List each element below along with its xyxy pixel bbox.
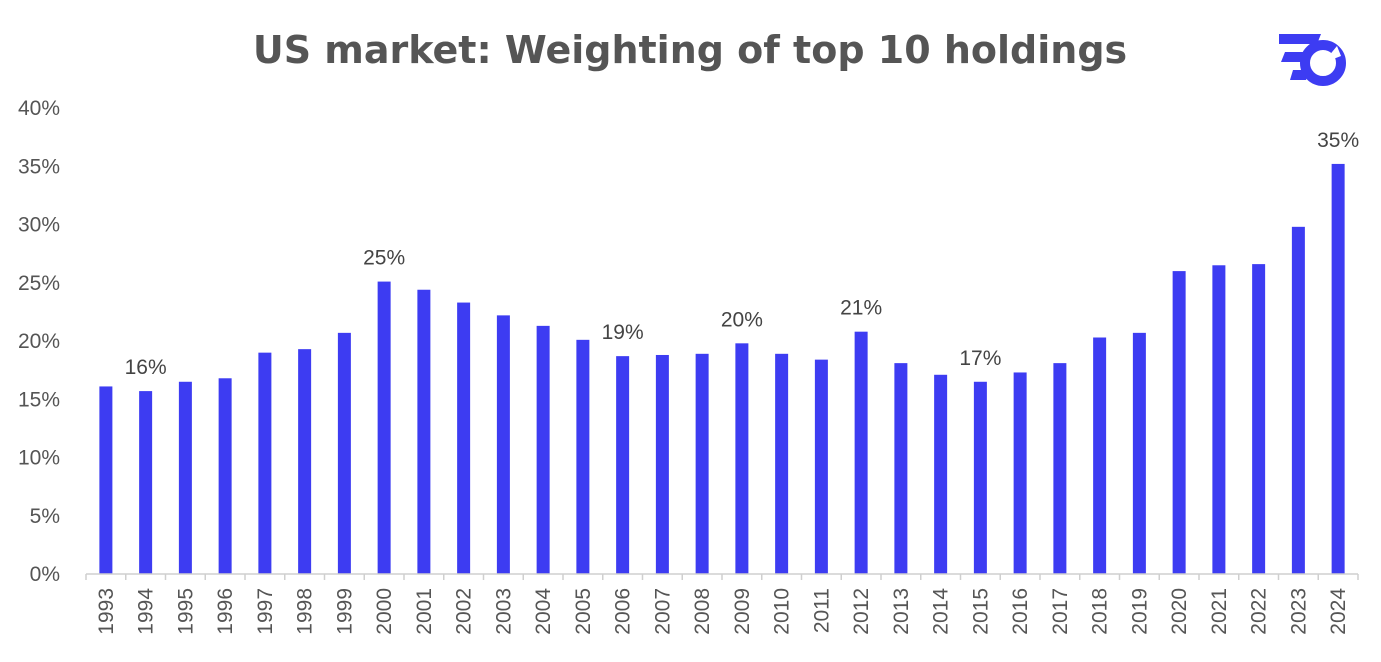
x-tick-label: 2021	[1208, 588, 1231, 635]
bar-2017	[1053, 363, 1067, 574]
y-tick-label: 0%	[30, 563, 60, 586]
data-label-1994: 16%	[125, 356, 167, 379]
x-tick-label: 1996	[214, 588, 237, 635]
bar-2020	[1172, 271, 1186, 574]
data-label-2012: 21%	[840, 297, 882, 320]
bar-2010	[775, 353, 789, 574]
x-tick-label: 1999	[333, 588, 356, 635]
y-tick-label: 30%	[18, 214, 60, 237]
chart-title: US market: Weighting of top 10 holdings	[253, 28, 1127, 72]
y-tick-label: 15%	[18, 388, 60, 411]
bar-1994	[139, 391, 153, 574]
bar-2011	[814, 359, 828, 574]
x-tick-label: 2020	[1168, 588, 1191, 635]
x-tick-label: 2011	[810, 588, 833, 633]
bar-2022	[1252, 264, 1266, 574]
x-tick-label: 2005	[572, 588, 595, 635]
bar-2016	[1013, 372, 1027, 574]
x-tick-label: 2019	[1128, 588, 1151, 635]
data-label-2000: 25%	[363, 247, 405, 270]
bar-2000	[377, 281, 391, 574]
x-tick-label: 2013	[890, 588, 913, 635]
x-tick-label: 2015	[969, 588, 992, 635]
y-tick-label: 5%	[30, 505, 60, 528]
bar-2003	[496, 315, 510, 574]
x-tick-label: 2012	[850, 588, 873, 635]
y-tick-label: 10%	[18, 447, 60, 470]
y-tick-label: 20%	[18, 330, 60, 353]
x-tick-label: 2016	[1009, 588, 1032, 635]
bar-1998	[298, 349, 312, 574]
x-tick-label: 1995	[174, 588, 197, 635]
x-tick-label: 1998	[294, 588, 317, 635]
x-tick-label: 2017	[1049, 588, 1072, 635]
x-tick-label: 2007	[651, 588, 674, 635]
x-tick-label: 2000	[373, 588, 396, 635]
x-tick-label: 2006	[612, 588, 635, 635]
bar-2008	[695, 353, 709, 574]
bar-2018	[1093, 337, 1107, 574]
data-labels: 16% 25% 19% 20% 21% 17% 35%	[125, 129, 1360, 379]
data-label-2024: 35%	[1317, 129, 1359, 152]
y-tick-label: 25%	[18, 272, 60, 295]
x-tick-label: 2022	[1248, 588, 1271, 635]
x-tick-label: 2001	[413, 588, 436, 635]
bar-2019	[1132, 332, 1146, 574]
x-tick-label: 2002	[453, 588, 476, 635]
bar-2013	[894, 363, 908, 574]
bar-2021	[1212, 265, 1226, 574]
x-tick-label: 1993	[95, 588, 118, 635]
bar-1997	[258, 352, 272, 574]
x-axis: 1993 1994 1995 1996 1997 1998 1999 2000 2001 2002…	[85, 573, 1359, 635]
bar-2007	[655, 354, 669, 574]
bar-2002	[457, 302, 471, 574]
data-label-2009: 20%	[721, 308, 763, 331]
bars	[99, 163, 1345, 575]
bar-2015	[973, 381, 987, 574]
bar-1999	[337, 332, 351, 574]
bar-2005	[576, 339, 590, 574]
bar-2006	[616, 356, 630, 574]
x-tick-label: 2024	[1327, 588, 1350, 635]
data-label-2006: 19%	[602, 321, 644, 344]
bar-2012	[854, 331, 868, 574]
bar-2024	[1331, 163, 1345, 575]
bar-1993	[99, 386, 113, 574]
x-tick-label: 1994	[135, 588, 158, 635]
x-tick-label: 2010	[771, 588, 794, 635]
x-tick-label: 1997	[254, 588, 277, 635]
bar-2009	[735, 343, 749, 574]
bar-2004	[536, 325, 550, 574]
x-tick-label: 2008	[691, 588, 714, 635]
y-tick-label: 35%	[18, 155, 60, 178]
x-tick-label: 2023	[1287, 588, 1310, 635]
bar-1996	[218, 378, 232, 574]
bar-2023	[1291, 226, 1305, 574]
bar-2014	[934, 374, 948, 574]
x-tick-label: 2004	[532, 588, 555, 635]
data-label-2015: 17%	[959, 347, 1001, 370]
x-tick-label: 2014	[930, 588, 953, 635]
y-axis: 0% 5% 10% 15% 20% 25% 30% 35% 40%	[18, 97, 60, 586]
bar-2001	[417, 289, 431, 574]
bar-1995	[178, 381, 192, 574]
x-tick-label: 2018	[1089, 588, 1112, 635]
x-tick-label: 2009	[731, 588, 754, 635]
x-tick-label: 2003	[492, 588, 515, 635]
brand-logo-icon	[1279, 34, 1346, 86]
y-tick-label: 40%	[18, 97, 60, 120]
